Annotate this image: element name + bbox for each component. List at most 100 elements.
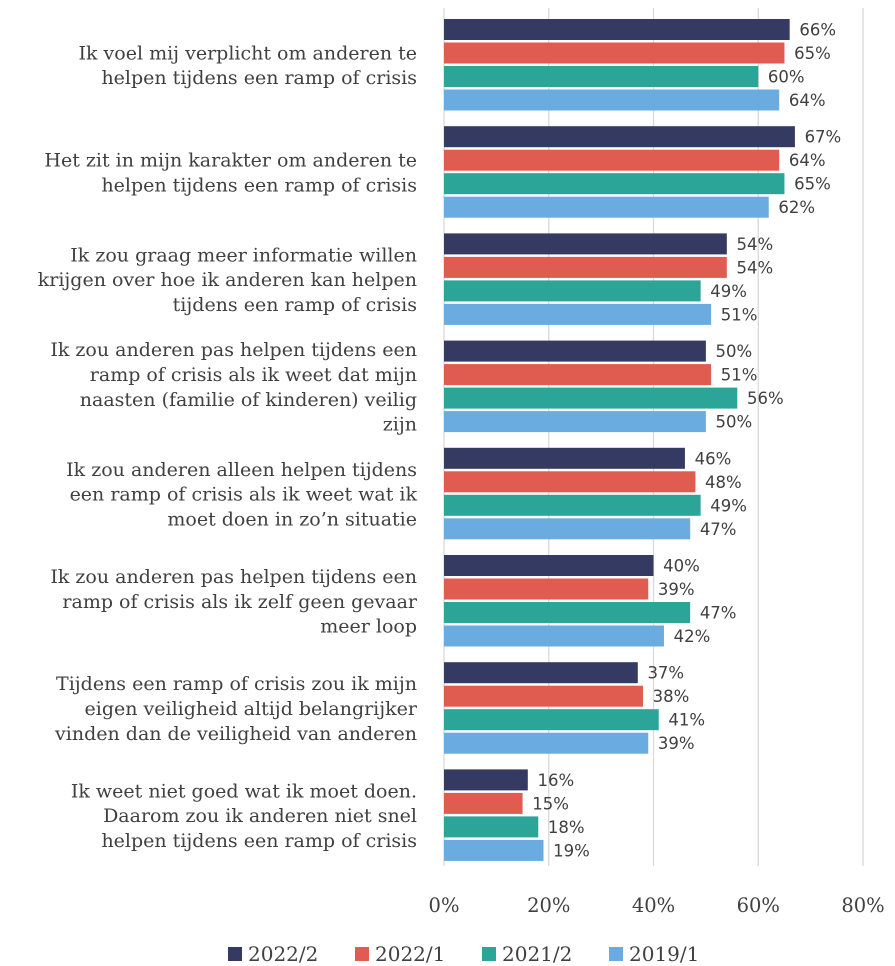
value-label: 46%	[695, 449, 732, 468]
category-labels: Ik voel mij verplicht om anderen te helpe…	[38, 42, 418, 852]
category-label-line: Het zit in mijn karakter om anderen te	[44, 150, 417, 172]
bar	[444, 709, 659, 731]
bar	[444, 66, 759, 87]
bar	[444, 303, 712, 325]
value-label: 37%	[647, 664, 684, 683]
x-tick-label: 60%	[737, 894, 780, 917]
category-label-line: tijdens een ramp of crisis	[173, 294, 417, 316]
value-label: 41%	[668, 711, 705, 730]
legend-swatch	[355, 947, 369, 961]
category-label-line: eigen veiligheid altijd belangrijker	[85, 698, 418, 720]
legend: 2022/2 2022/1 2021/2 2019/1	[228, 942, 699, 966]
value-labels: 66% 65% 60% 64% 67% 64% 65% 62% 54% 54% 49% 51% 50% 5…	[532, 21, 841, 861]
bar	[444, 387, 738, 409]
value-label: 51%	[721, 366, 758, 385]
category-label-line: Ik weet niet goed wat ik moet doen.	[71, 780, 417, 802]
bar	[444, 518, 691, 540]
category-label: Ik zou graag meer informatie willen krijg…	[38, 244, 417, 316]
value-label: 60%	[768, 68, 805, 87]
category-label-line: Ik voel mij verplicht om anderen te	[79, 42, 418, 64]
bar	[444, 280, 701, 302]
bar	[444, 732, 649, 754]
category-label-line: krijgen over hoe ik anderen kan helpen	[38, 269, 417, 291]
value-label: 18%	[548, 818, 585, 837]
value-label: 50%	[716, 413, 753, 432]
category-label-line: zijn	[383, 414, 417, 436]
bar	[444, 126, 795, 148]
category-label: Ik voel mij verplicht om anderen te helpe…	[79, 42, 418, 89]
value-label: 49%	[710, 282, 747, 301]
value-label: 65%	[794, 44, 831, 63]
category-label: Ik zou anderen alleen helpen tijdens een …	[66, 459, 417, 531]
category-label: Ik zou anderen pas helpen tijdens een ram…	[50, 566, 418, 638]
value-label: 47%	[700, 604, 737, 623]
bar	[444, 471, 696, 493]
bar	[444, 42, 785, 64]
value-label: 65%	[794, 175, 831, 194]
bar	[444, 685, 644, 707]
bar	[444, 89, 780, 111]
legend-swatch	[609, 947, 623, 961]
legend-label: 2022/2	[248, 942, 318, 966]
value-label: 39%	[658, 734, 695, 753]
bar	[444, 769, 528, 791]
category-label-line: Daarom zou ik anderen niet snel	[103, 805, 417, 827]
category-label: Het zit in mijn karakter om anderen te he…	[44, 150, 417, 197]
bar	[444, 149, 780, 171]
category-label-line: ramp of crisis als ik zelf geen gevaar	[62, 591, 418, 613]
bar	[444, 340, 706, 362]
value-label: 16%	[537, 771, 574, 790]
x-axis-ticks: 0% 20% 40% 60% 80%	[429, 894, 885, 917]
bar	[444, 173, 785, 195]
bar	[444, 602, 691, 623]
legend-label: 2022/1	[375, 942, 445, 966]
bar	[444, 233, 727, 255]
value-label: 47%	[700, 520, 737, 539]
bar	[444, 19, 790, 40]
category-label-line: Ik zou anderen pas helpen tijdens een	[50, 339, 417, 361]
value-label: 49%	[710, 496, 747, 515]
legend-label: 2019/1	[629, 942, 699, 966]
category-label-line: moet doen in zo’n situatie	[167, 508, 417, 530]
value-label: 66%	[799, 21, 836, 40]
value-label: 48%	[705, 473, 742, 492]
category-label-line: ramp of crisis als ik weet dat mijn	[90, 364, 417, 386]
value-label: 38%	[653, 687, 690, 706]
value-label: 67%	[805, 128, 842, 147]
x-tick-label: 80%	[841, 894, 884, 917]
x-tick-label: 0%	[429, 894, 460, 917]
value-label: 54%	[736, 258, 773, 277]
bar	[444, 839, 544, 861]
category-label-line: naasten (familie of kinderen) veilig	[80, 389, 417, 411]
value-label: 39%	[658, 580, 695, 599]
bars	[444, 19, 795, 861]
value-label: 64%	[789, 91, 826, 110]
x-tick-label: 40%	[632, 894, 675, 917]
x-tick-label: 20%	[527, 894, 570, 917]
legend-swatch	[228, 947, 242, 961]
category-label-line: meer loop	[320, 616, 417, 638]
category-label-line: helpen tijdens een ramp of crisis	[101, 67, 417, 89]
bar	[444, 555, 654, 576]
bar	[444, 578, 649, 600]
category-label: Ik zou anderen pas helpen tijdens een ram…	[50, 339, 417, 435]
value-label: 56%	[747, 389, 784, 408]
bar	[444, 364, 712, 386]
bar	[444, 411, 706, 433]
bar	[444, 816, 539, 838]
value-label: 19%	[553, 841, 590, 860]
bar	[444, 196, 769, 218]
value-label: 62%	[778, 198, 815, 217]
value-label: 42%	[674, 627, 711, 646]
category-label-line: Ik zou anderen pas helpen tijdens een	[50, 566, 417, 588]
bar	[444, 256, 727, 278]
category-label-line: Ik zou anderen alleen helpen tijdens	[66, 459, 417, 481]
bar	[444, 662, 638, 684]
category-label: Tijdens een ramp of crisis zou ik mijn ei…	[54, 673, 418, 745]
category-label: Ik weet niet goed wat ik moet doen. Daaro…	[71, 780, 417, 852]
category-label-line: Ik zou graag meer informatie willen	[70, 244, 417, 266]
bar	[444, 625, 664, 647]
category-label-line: helpen tijdens een ramp of crisis	[101, 830, 417, 852]
category-label-line: vinden dan de veiligheid van anderen	[54, 723, 417, 745]
